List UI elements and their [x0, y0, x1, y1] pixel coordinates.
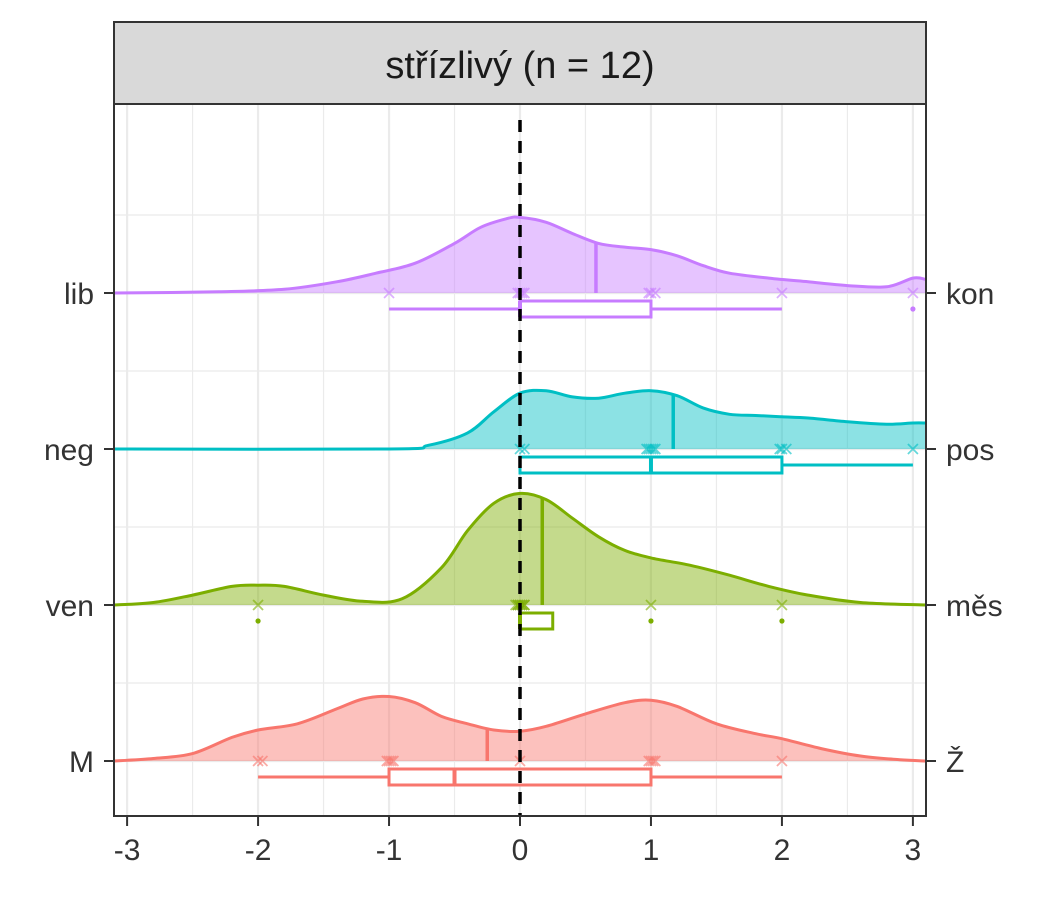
y-tick-label-left: ven	[46, 590, 94, 623]
data-point	[385, 755, 397, 767]
x-tick-label: -3	[114, 834, 141, 867]
strip-header	[113, 21, 927, 105]
y-tick-label-right: pos	[946, 434, 994, 467]
point-stroke	[518, 443, 531, 455]
y-tick-label-left: neg	[44, 434, 94, 467]
point-stroke	[647, 755, 659, 767]
data-point	[645, 755, 657, 767]
box-outlier	[648, 618, 654, 624]
point-stroke	[252, 599, 264, 611]
point-stroke	[776, 443, 788, 455]
y-tick-label-left: M	[69, 746, 94, 779]
data-point	[252, 755, 264, 767]
x-tick-label: -1	[376, 834, 403, 867]
data-point	[776, 599, 788, 611]
data-point	[381, 755, 393, 767]
point-stroke	[776, 755, 788, 767]
box-outlier	[779, 618, 785, 624]
density-line	[113, 215, 927, 295]
data-point	[643, 755, 655, 767]
point-stroke	[907, 287, 919, 299]
x-tick-label: 1	[643, 834, 660, 867]
data-point	[645, 287, 657, 299]
point-stroke	[640, 443, 653, 455]
chart-title: střízlivý (n = 12)	[385, 45, 654, 87]
box-outlier	[910, 306, 916, 312]
data-point	[514, 443, 526, 455]
box-outlier	[255, 618, 261, 624]
y-tick-label-right: měs	[946, 590, 1003, 623]
point-stroke	[645, 443, 657, 455]
y-tick-label-right: kon	[946, 278, 994, 311]
point-stroke	[381, 755, 393, 767]
data-point	[383, 755, 395, 767]
data-point	[643, 443, 655, 455]
y-tick-label-right: Ž	[946, 746, 964, 779]
point-stroke	[643, 443, 655, 455]
point-stroke	[776, 287, 788, 299]
point-stroke	[512, 599, 524, 611]
point-stroke	[645, 287, 657, 299]
data-point	[647, 755, 659, 767]
density-area	[114, 696, 926, 761]
data-point	[776, 755, 788, 767]
point-stroke	[645, 755, 657, 767]
point-stroke	[252, 755, 264, 767]
point-stroke	[383, 755, 395, 767]
data-point	[776, 287, 788, 299]
density-line	[113, 694, 927, 763]
data-point	[383, 287, 395, 299]
x-tick-label: 2	[774, 834, 791, 867]
point-stroke	[383, 287, 395, 299]
point-stroke	[907, 443, 919, 455]
data-point	[645, 443, 657, 455]
data-point	[252, 599, 264, 611]
data-point	[640, 443, 653, 455]
x-tick-label: 0	[512, 834, 529, 867]
point-stroke	[643, 287, 655, 299]
data-point	[256, 755, 269, 767]
point-stroke	[774, 443, 786, 455]
data-point	[907, 287, 919, 299]
point-stroke	[514, 443, 526, 455]
point-stroke	[385, 755, 397, 767]
data-point	[907, 443, 919, 455]
data-point	[776, 443, 788, 455]
y-tick-label-left: lib	[64, 278, 94, 311]
point-stroke	[776, 599, 788, 611]
data-point	[643, 287, 655, 299]
box-iqr	[518, 299, 653, 319]
point-stroke	[645, 599, 657, 611]
x-tick-label: 3	[905, 834, 922, 867]
point-stroke	[256, 755, 269, 767]
data-point	[774, 443, 786, 455]
density-line	[113, 491, 927, 607]
x-tick-label: -2	[245, 834, 272, 867]
box-iqr	[518, 611, 555, 631]
density-line	[113, 388, 927, 451]
data-point	[645, 599, 657, 611]
point-stroke	[643, 755, 655, 767]
